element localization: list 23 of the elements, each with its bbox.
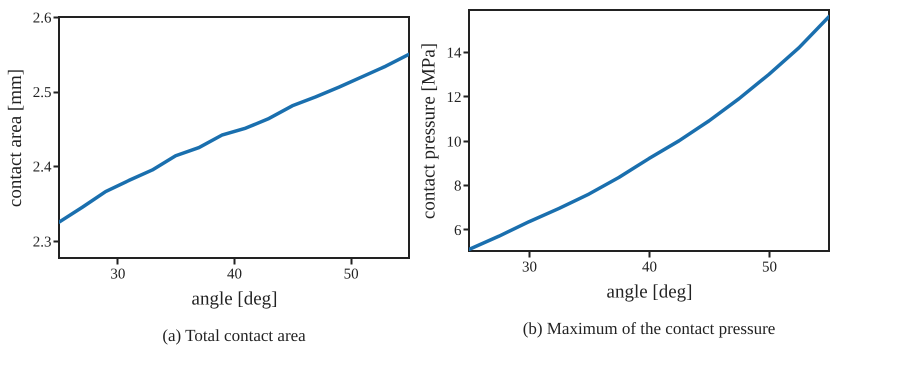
y-tick-label: 6 — [454, 222, 462, 239]
x-tick-label: 30 — [522, 260, 537, 276]
line-series — [469, 14, 829, 251]
y-tick-label: 2.4 — [32, 160, 52, 176]
x-tick-label: 50 — [762, 260, 777, 276]
x-tick-label: 40 — [227, 266, 242, 282]
y-tick-label: 10 — [446, 134, 462, 150]
y-axis-title: contact pressure [MPa] — [418, 42, 440, 220]
y-tick-label: 2.6 — [32, 10, 52, 26]
text: (a) Total contact area — [162, 326, 306, 345]
x-axis-title: angle [deg] — [606, 282, 692, 302]
x-tick-label: 50 — [344, 266, 359, 282]
text: (b) Maximum of the contact pressure — [522, 319, 776, 338]
x-tick-label: 30 — [110, 266, 126, 282]
y-tick-label: 8 — [454, 178, 462, 195]
line-series — [59, 52, 409, 224]
y-tick-label: 14 — [446, 46, 462, 62]
x-axis-title: angle [deg] — [192, 288, 278, 310]
x-tick-label: 40 — [642, 260, 657, 276]
y-axis-title: contact area [mm] — [4, 68, 26, 208]
y-tick-label: 2.5 — [32, 85, 52, 102]
y-tick-label: 2.3 — [32, 234, 52, 250]
y-tick-label: 12 — [446, 90, 462, 106]
